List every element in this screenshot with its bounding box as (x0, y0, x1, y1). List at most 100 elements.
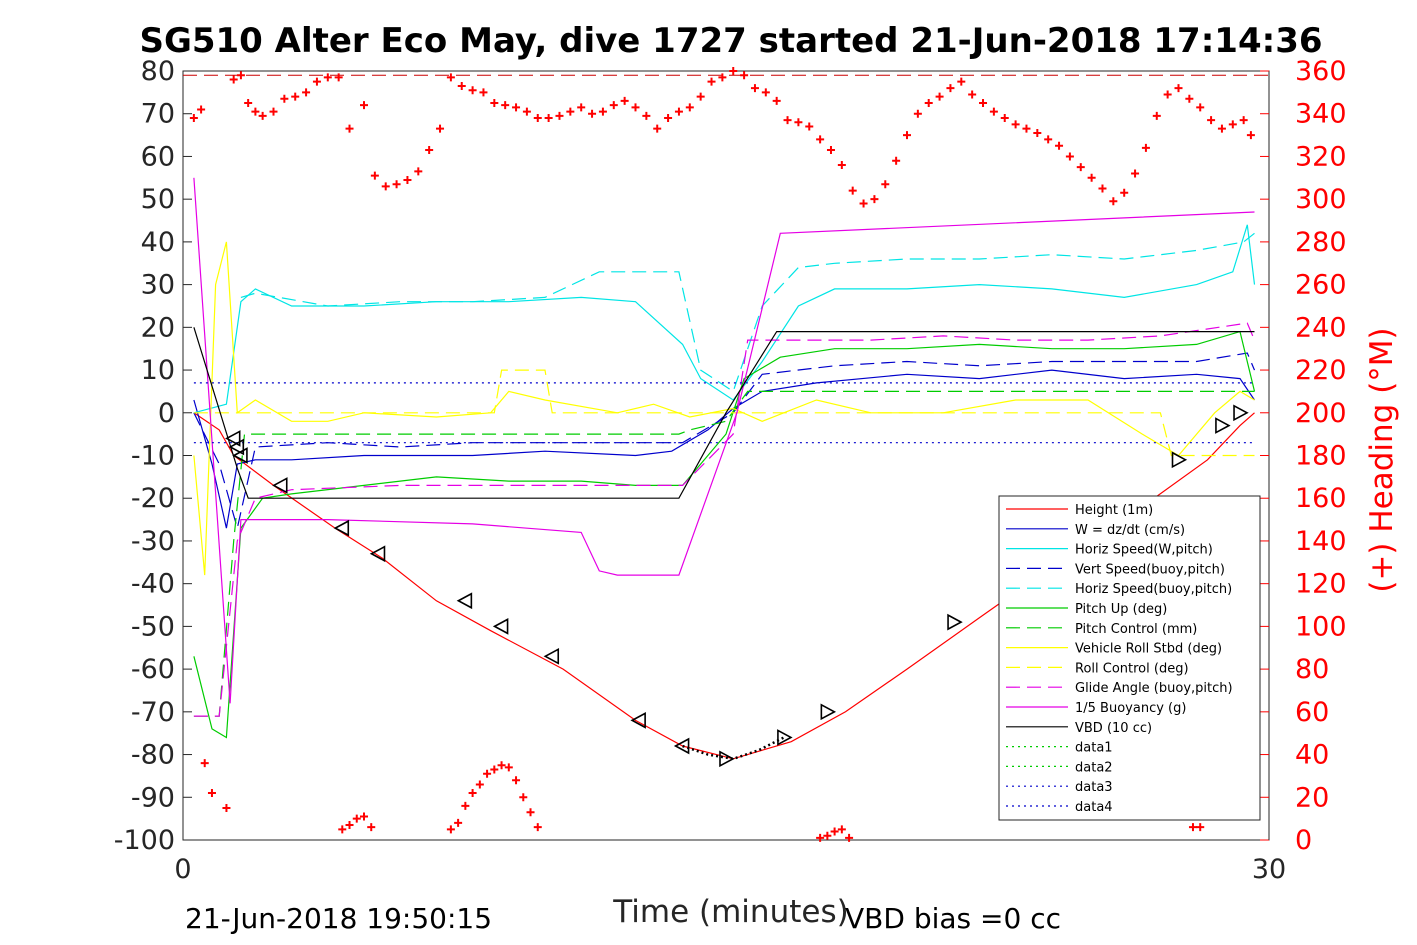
heading-point (892, 156, 901, 165)
heading-point (323, 73, 332, 82)
series-line-6 (193, 390, 1255, 717)
y-tick-right-label: 100 (1295, 611, 1347, 642)
y-tick-right-label: 40 (1295, 740, 1329, 771)
x-tick-label: 30 (1252, 854, 1286, 885)
heading-point (1087, 173, 1096, 182)
heading-point (544, 113, 553, 122)
heading-point (425, 146, 434, 155)
y-tick-left-label: -20 (131, 483, 175, 514)
triangle-left-marker (630, 712, 646, 729)
heading-point (468, 86, 477, 95)
legend-entry: Roll Control (deg) (1075, 661, 1189, 676)
heading-point (761, 88, 770, 97)
heading-point (1044, 135, 1053, 144)
y-tick-right-label: 220 (1295, 355, 1347, 386)
heading-point (197, 105, 206, 114)
triangle-right-marker (1171, 451, 1188, 469)
heading-point (642, 111, 651, 120)
y-tick-left-label: -40 (131, 569, 175, 600)
heading-point (512, 776, 521, 785)
triangle-left-marker (272, 477, 288, 494)
heading-point (1141, 143, 1150, 152)
y-tick-right-label: 280 (1295, 227, 1347, 258)
series-line-3 (193, 352, 1256, 529)
heading-point (1207, 116, 1216, 125)
heading-point (1217, 124, 1226, 133)
y-tick-left-label: -80 (131, 740, 175, 771)
heading-point (291, 92, 300, 101)
heading-point (620, 96, 629, 105)
y-tick-right-label: 60 (1295, 697, 1329, 728)
heading-point (823, 831, 832, 840)
heading-point (696, 92, 705, 101)
heading-point (845, 833, 854, 842)
heading-point (526, 808, 535, 817)
y-tick-right-label: 80 (1295, 654, 1329, 685)
series-line-11 (193, 327, 1255, 499)
y-tick-right-label: 160 (1295, 483, 1347, 514)
heading-point (566, 107, 575, 116)
heading-point (1065, 152, 1074, 161)
heading-point (512, 103, 521, 112)
heading-point (1152, 111, 1161, 120)
triangle-left-marker (224, 430, 241, 447)
series-line-8 (193, 369, 1255, 457)
heading-point (1163, 90, 1172, 99)
triangle-left-marker (673, 737, 690, 755)
heading-point (345, 821, 354, 830)
heading-point (1098, 184, 1107, 193)
heading-point (1131, 169, 1140, 178)
heading-point (1011, 120, 1020, 129)
heading-point (1000, 113, 1009, 122)
heading-point (367, 823, 376, 832)
y-tick-left-label: -10 (131, 441, 175, 472)
heading-point (1239, 116, 1248, 125)
legend-entry: W = dz/dt (cm/s) (1075, 523, 1185, 538)
chart-title: SG510 Alter Eco May, dive 1727 started 2… (139, 21, 1322, 61)
triangle-left-marker (492, 618, 509, 635)
y-tick-left-label: -60 (131, 654, 175, 685)
legend-entry: Glide Angle (buoy,pitch) (1075, 681, 1233, 696)
heading-point (816, 135, 825, 144)
heading-point (1109, 197, 1118, 206)
heading-point (269, 107, 278, 116)
heading-point (830, 827, 839, 836)
heading-point (446, 825, 455, 834)
heading-point (345, 124, 354, 133)
triangle-left-marker (456, 592, 473, 610)
heading-point (1188, 823, 1197, 832)
y-tick-left-label: 60 (141, 141, 175, 172)
heading-point (436, 124, 445, 133)
legend-entry: data3 (1075, 780, 1113, 795)
heading-point (674, 107, 683, 116)
heading-point (483, 769, 492, 778)
heading-point (664, 113, 673, 122)
heading-point (957, 77, 966, 86)
heading-point (685, 103, 694, 112)
heading-point (1246, 131, 1255, 140)
legend-entry: Pitch Control (mm) (1075, 622, 1197, 637)
heading-point (360, 101, 368, 110)
heading-point (1022, 124, 1031, 133)
heading-point (522, 107, 531, 116)
triangle-right-marker (719, 750, 735, 768)
heading-point (783, 116, 792, 125)
y-tick-left-label: 70 (141, 99, 175, 130)
heading-point (1055, 141, 1064, 150)
heading-point (468, 789, 477, 798)
heading-point (461, 801, 470, 810)
triangle-right-marker (1215, 417, 1231, 434)
heading-point (588, 109, 597, 118)
series-line-7 (193, 241, 1255, 576)
heading-point (577, 103, 586, 112)
heading-point (729, 67, 738, 75)
heading-point (446, 73, 455, 82)
legend-entry: Height (1m) (1075, 503, 1153, 518)
legend-entry: data4 (1075, 800, 1113, 815)
heading-point (1033, 128, 1042, 137)
heading-point (312, 77, 321, 86)
y-tick-left-label: -50 (131, 611, 175, 642)
x-axis: 0 30 (174, 831, 1286, 885)
y-tick-right-label: 0 (1295, 825, 1312, 856)
